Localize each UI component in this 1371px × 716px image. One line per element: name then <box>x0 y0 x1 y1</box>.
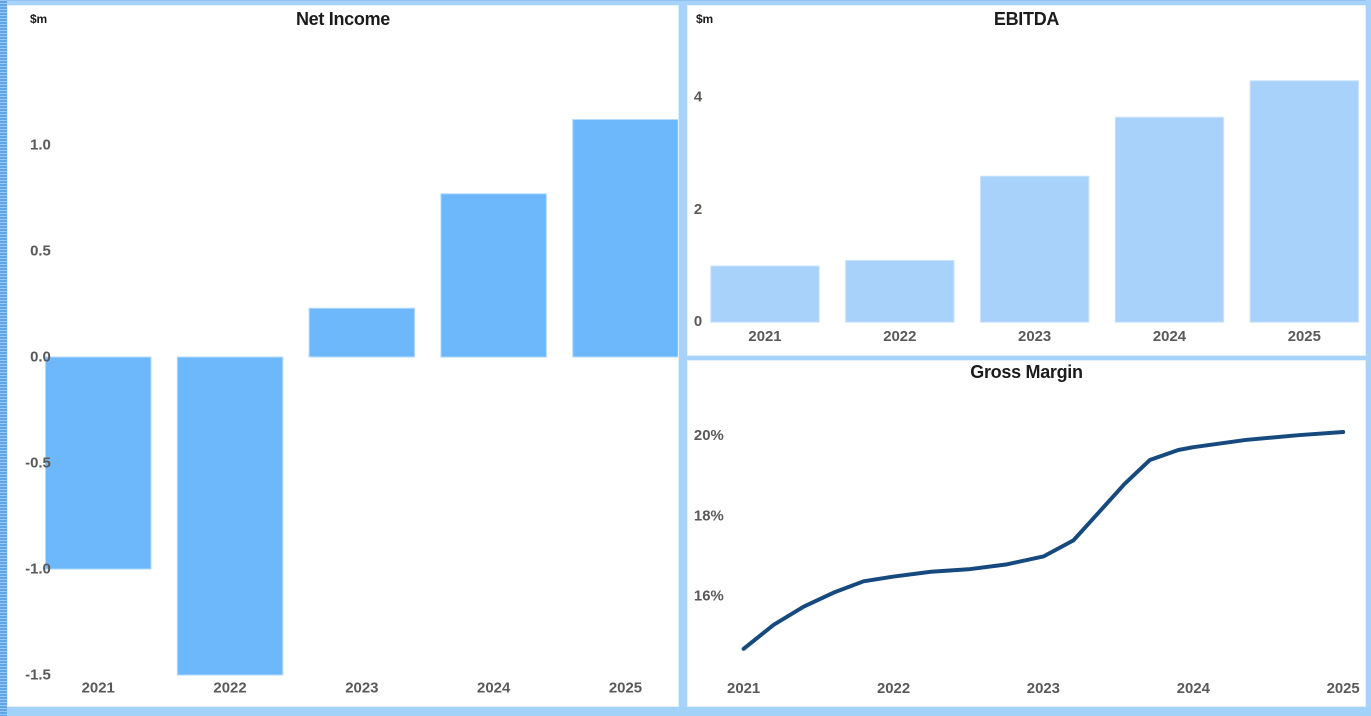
y-axis-label: 0.0 <box>30 348 51 365</box>
panel-divider-horizontal <box>687 356 1366 360</box>
y-axis-label: -1.0 <box>25 561 51 578</box>
x-axis-label: 2024 <box>1177 681 1211 697</box>
bar-2021 <box>710 265 820 323</box>
y-axis-label: 20% <box>694 428 724 444</box>
window-left-edge <box>0 0 7 716</box>
x-axis-label: 2023 <box>345 680 378 697</box>
chart-title-net-income: Net Income <box>295 9 391 29</box>
window-top-border <box>7 0 1371 6</box>
y-axis-label: 1.0 <box>30 136 51 153</box>
chart-title-ebitda: EBITDA <box>993 9 1060 29</box>
bar-2024 <box>440 193 547 358</box>
y-axis-label: 18% <box>694 508 724 524</box>
y-axis-label: -0.5 <box>25 455 51 472</box>
bar-2021 <box>44 356 152 570</box>
net-income-bar-chart: 2021 2022 2023 2024 2025 1.0 0.5 0.0 -0.5 -1.0 -1.… <box>25 119 678 697</box>
x-axis-label: 2021 <box>82 680 115 697</box>
x-axis-label: 2025 <box>609 680 642 697</box>
x-axis-label: 2022 <box>883 329 916 345</box>
bar-2023 <box>979 175 1090 323</box>
y-axis-label: 4 <box>694 90 703 106</box>
x-axis-label: 2021 <box>748 329 781 345</box>
x-axis-label: 2023 <box>1018 329 1051 345</box>
x-axis-label: 2025 <box>1288 329 1321 345</box>
y-axis-unit-label: $m <box>696 12 713 26</box>
y-axis-label: 0 <box>694 314 702 330</box>
y-axis-label: 16% <box>694 589 724 605</box>
gross-margin-line <box>741 430 1346 651</box>
y-axis-unit-label: $m <box>30 12 47 26</box>
y-axis-label: 2 <box>694 202 702 218</box>
x-axis-label: 2022 <box>877 681 910 697</box>
bar-2025 <box>1249 80 1359 323</box>
x-axis-label: 2022 <box>213 680 246 697</box>
y-axis-label: 0.5 <box>30 243 51 260</box>
x-axis-label: 2025 <box>1327 681 1360 697</box>
bar-2024 <box>1114 116 1225 323</box>
x-axis-label: 2021 <box>727 681 760 697</box>
ebitda-chart-panel: $m EBITDA 2021 2022 2023 2024 2025 4 2 0 <box>687 5 1366 356</box>
y-axis-label: -1.5 <box>25 667 51 684</box>
gross-margin-chart-panel: Gross Margin 2021 2022 2023 2024 2025 20% 18% 1… <box>687 360 1366 707</box>
bar-2022 <box>845 259 955 323</box>
bar-2022 <box>176 356 284 676</box>
panel-divider-vertical <box>679 5 687 707</box>
window-bottom-border <box>7 707 1371 716</box>
bar-2023 <box>308 307 416 358</box>
x-axis-label: 2023 <box>1027 681 1060 697</box>
x-axis-label: 2024 <box>477 680 511 697</box>
net-income-chart-panel: $m Net Income 2021 2022 2023 2024 2025 1.0 0.5… <box>7 5 679 707</box>
chart-title-gross-margin: Gross Margin <box>970 362 1083 382</box>
x-axis-label: 2024 <box>1153 329 1187 345</box>
ebitda-bar-chart: 2021 2022 2023 2024 2025 4 2 0 <box>694 80 1359 345</box>
bar-2025 <box>572 119 678 358</box>
gross-margin-line-chart: 2021 2022 2023 2024 2025 20% 18% 16% <box>694 428 1360 697</box>
window-right-border <box>1366 0 1371 716</box>
